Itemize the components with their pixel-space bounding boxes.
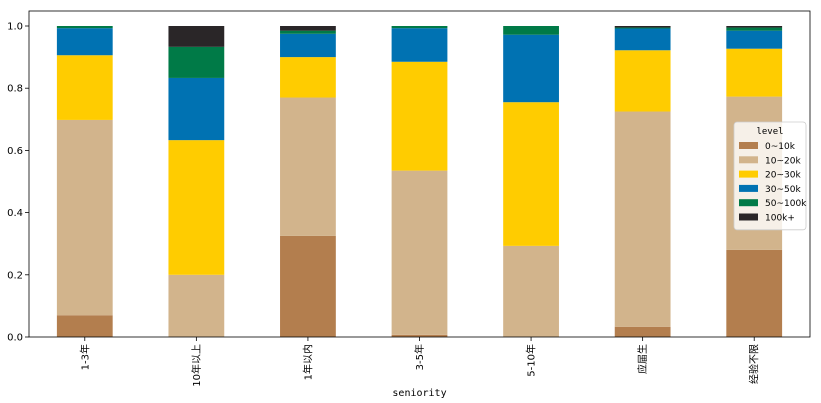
legend-entry-label: 100k+ — [765, 214, 795, 224]
bar-segment-6-4 — [614, 28, 671, 51]
bar-segment-1-1 — [56, 315, 113, 337]
bar-segment-2-5 — [168, 46, 225, 78]
x-axis: 1-3年 10年以上 1年以内 3-5年 5-10年 应届生 经验不限 — [78, 337, 761, 387]
legend-entry-label: 10~20k — [765, 156, 801, 166]
y-tick-label: 0.2 — [7, 270, 23, 281]
x-tick-label: 1-3年 — [78, 344, 91, 370]
legend-swatch — [739, 199, 758, 207]
bar-segment-4-1 — [391, 334, 448, 337]
bar-segment-6-2 — [614, 111, 671, 327]
bar-segment-1-5 — [56, 26, 113, 29]
bar-segment-5-4 — [503, 34, 559, 103]
x-tick-label: 1年以内 — [301, 344, 314, 380]
bar-segment-5-3 — [503, 102, 559, 246]
bar-segment-7-6 — [726, 26, 783, 28]
y-axis: 0.0 0.2 0.4 0.6 0.8 1.0 — [7, 22, 29, 344]
bar-segment-2-2 — [168, 274, 225, 337]
bar-segment-7-4 — [726, 30, 783, 49]
bar-segment-3-1 — [280, 235, 336, 337]
bar-segment-6-6 — [614, 26, 671, 28]
bar-segment-7-3 — [726, 48, 783, 97]
bar-segment-5-5 — [503, 26, 559, 35]
bar-segment-3-4 — [280, 33, 336, 58]
x-axis-title: seniority — [392, 388, 446, 399]
bar-segment-7-5 — [726, 27, 783, 31]
bar-segment-2-6 — [168, 26, 225, 47]
bar-segment-3-3 — [280, 57, 336, 98]
legend-entry-label: 0~10k — [765, 142, 796, 152]
legend-entry-label: 50~100k — [765, 199, 807, 209]
x-tick-label: 5-10年 — [525, 344, 538, 377]
bar-segment-4-4 — [391, 28, 448, 62]
legend: level 0~10k 10~20k 20~30k 30~50k 50~100k 100k+ — [733, 121, 807, 231]
legend-entry-label: 30~50k — [765, 185, 801, 195]
y-tick-label: 0.6 — [7, 146, 23, 157]
bar-segment-1-4 — [56, 28, 113, 56]
bar-segment-1-3 — [56, 55, 113, 120]
bar-segment-3-5 — [280, 30, 336, 34]
legend-entry-label: 20~30k — [765, 171, 801, 181]
bar-segment-2-4 — [168, 77, 225, 141]
bar-segment-4-3 — [391, 61, 448, 171]
legend-swatch — [739, 142, 758, 149]
bar-segment-2-3 — [168, 140, 225, 275]
x-tick-label: 经验不限 — [748, 344, 761, 384]
bar-segment-1-2 — [56, 119, 113, 316]
legend-swatch — [739, 184, 758, 192]
bar-segment-5-2 — [503, 245, 559, 337]
legend-title: level — [756, 127, 783, 137]
legend-swatch — [739, 170, 758, 178]
y-tick-label: 0.4 — [7, 208, 23, 219]
bar-segment-6-3 — [614, 50, 671, 112]
bars-layer — [56, 26, 783, 337]
bar-segment-3-2 — [280, 97, 336, 236]
bar-segment-4-5 — [391, 26, 448, 29]
legend-swatch — [739, 213, 758, 221]
bar-segment-3-6 — [280, 26, 336, 31]
bar-segment-4-2 — [391, 170, 448, 335]
bar-segment-6-1 — [614, 326, 671, 337]
y-tick-label: 0.8 — [7, 84, 23, 95]
y-tick-label: 1.0 — [7, 22, 23, 33]
legend-swatch — [739, 156, 758, 164]
y-tick-label: 0.0 — [7, 333, 23, 344]
x-tick-label: 应届生 — [636, 344, 649, 374]
bar-segment-7-1 — [726, 249, 783, 337]
x-tick-label: 10年以上 — [190, 344, 203, 387]
x-tick-label: 3-5年 — [413, 344, 426, 370]
bar-segment-6-5 — [614, 27, 671, 29]
